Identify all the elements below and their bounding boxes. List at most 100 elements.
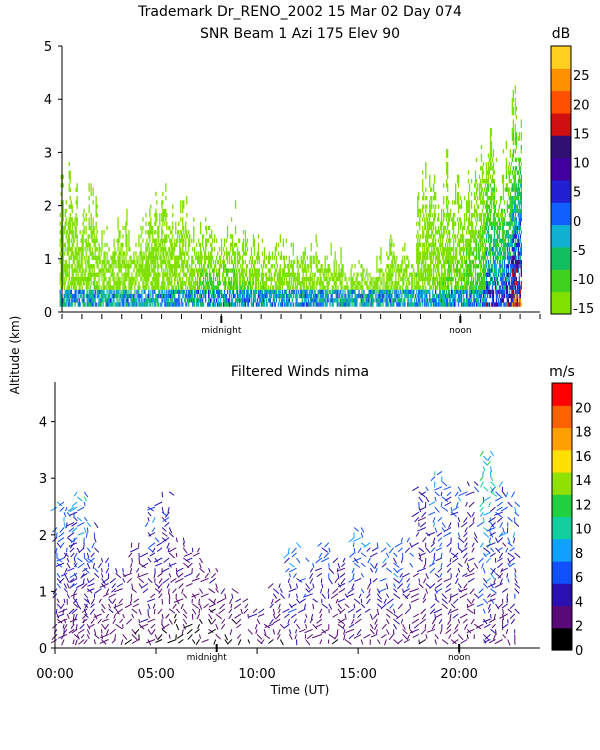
snr-cell: [107, 268, 109, 273]
snr-cell: [214, 285, 216, 290]
snr-cell: [426, 251, 428, 256]
snr-cell: [390, 276, 392, 282]
snr-cell: [155, 208, 157, 214]
snr-cell: [387, 264, 389, 269]
snr-cell: [123, 281, 125, 286]
snr-cell: [148, 293, 150, 299]
snr-cell: [453, 247, 455, 252]
snr-cell: [170, 251, 172, 256]
snr-cell: [138, 272, 140, 277]
snr-cell: [459, 234, 462, 239]
snr-cell: [142, 255, 144, 260]
snr-cell: [305, 285, 307, 290]
snr-cell: [334, 251, 336, 256]
snr-cell: [489, 247, 492, 252]
snr-cell: [127, 302, 129, 307]
snr-cell: [191, 268, 193, 273]
snr-cell: [428, 272, 430, 277]
snr-cell: [269, 285, 271, 290]
snr-cell: [297, 259, 299, 265]
snr-cell: [71, 251, 73, 256]
snr-cell: [126, 221, 128, 226]
snr-cell: [140, 225, 142, 231]
snr-cell: [158, 285, 160, 290]
snr-cell: [429, 298, 431, 303]
snr-cell: [404, 242, 406, 248]
snr-cell: [437, 302, 439, 307]
snr-cell: [255, 255, 258, 260]
snr-cell: [470, 264, 473, 269]
snr-cell: [321, 289, 323, 294]
snr-cell: [314, 298, 316, 303]
snr-cell: [159, 221, 161, 226]
snr-cell: [113, 255, 115, 260]
snr-cell: [431, 247, 433, 252]
snr-cell: [354, 264, 356, 269]
snr-cell: [454, 213, 456, 218]
snr-cell: [467, 230, 470, 235]
snr-cell: [243, 251, 246, 256]
snr-cell: [419, 217, 421, 222]
snr-cell: [431, 259, 433, 265]
snr-cell: [256, 298, 259, 303]
snr-cell: [222, 298, 225, 303]
snr-cell: [448, 217, 450, 222]
snr-cell: [236, 289, 239, 294]
snr-cell: [78, 247, 80, 252]
snr-cell: [357, 293, 359, 299]
snr-cell: [391, 242, 393, 248]
snr-cell: [278, 276, 280, 282]
snr-cell: [273, 293, 275, 299]
snr-cell: [245, 272, 248, 277]
snr-cell: [466, 200, 469, 205]
snr-cell: [420, 234, 422, 239]
snr-cell: [491, 285, 494, 290]
snr-cell: [491, 302, 494, 307]
snr-cell: [60, 191, 62, 197]
snr-cell: [149, 208, 151, 214]
snr-cell: [100, 272, 102, 277]
snr-cell: [102, 285, 104, 290]
snr-cell: [293, 276, 295, 282]
snr-cell: [457, 289, 460, 294]
snr-cell: [476, 196, 479, 201]
snr-cell: [448, 289, 450, 294]
snr-cell: [250, 289, 253, 294]
snr-cell: [95, 204, 97, 209]
snr-cell: [449, 242, 451, 248]
snr-cell: [483, 247, 486, 252]
snr-cell: [101, 238, 103, 243]
snr-cell: [438, 298, 440, 303]
snr-cell: [397, 298, 399, 303]
snr-cell: [199, 281, 201, 286]
snr-cell: [306, 289, 308, 294]
snr-cell: [331, 293, 333, 299]
snr-cell: [404, 298, 406, 303]
snr-cell: [194, 293, 196, 299]
snr-cell: [178, 259, 180, 265]
snr-cell: [109, 281, 111, 286]
snr-cell: [320, 268, 322, 273]
snr-cell: [340, 247, 342, 252]
snr-cell: [174, 259, 176, 265]
snr-cell: [195, 285, 197, 290]
snr-cell: [434, 179, 436, 184]
snr-cell: [150, 289, 152, 294]
snr-cell: [198, 298, 200, 303]
snr-cell: [260, 289, 263, 294]
snr-cell: [116, 298, 118, 303]
snr-cell: [163, 272, 165, 277]
snr-cell: [163, 276, 165, 282]
snr-cell: [395, 259, 397, 265]
snr-cell: [83, 208, 85, 214]
snr-cell: [164, 302, 166, 307]
snr-cell: [354, 293, 356, 299]
snr-cell: [444, 293, 446, 299]
snr-cell: [408, 264, 410, 269]
snr-cell: [319, 298, 321, 303]
snr-cell: [148, 259, 150, 265]
snr-cell: [250, 298, 253, 303]
snr-cell: [162, 200, 164, 205]
snr-cell: [412, 281, 414, 286]
snr-cell: [391, 293, 393, 299]
